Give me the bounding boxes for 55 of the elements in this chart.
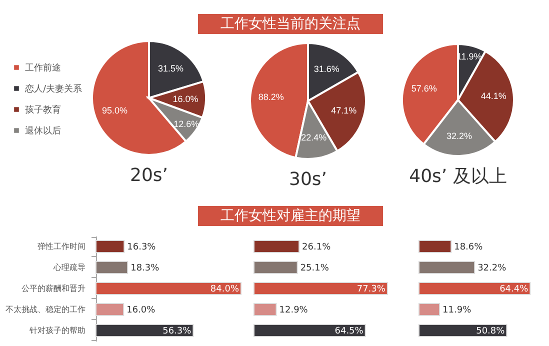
data-label: 26.1% [302,242,332,252]
data-label: 44.1% [480,91,506,102]
data-label: 56.3% [162,326,192,336]
chart-title: 工作女性对雇主的期望 [198,206,383,226]
data-label: 31.5% [158,64,184,74]
legend-label: 工作前途 [25,62,61,74]
data-label: 16.0% [172,94,198,104]
legend-label: 孩子教育 [25,104,61,116]
bar [254,240,300,253]
data-label: 12.9% [279,306,308,316]
bar [96,324,194,337]
data-label: 64.5% [334,326,364,336]
data-label: 32.2% [478,264,507,274]
bar [418,240,452,253]
bar [96,303,124,316]
data-label: 18.3% [130,264,160,274]
y-tick-label: 不太挑战、稳定的工作 [6,305,86,314]
bar [254,324,366,337]
bar [96,240,125,253]
data-label: 84.0% [210,284,240,294]
y-tick-label: 弹性工作时间 [38,242,86,251]
data-label: 50.8% [476,326,506,336]
data-label: 12.6% [174,119,200,130]
bar [254,261,298,274]
data-label: 95.0% [102,106,128,116]
y-tick-label: 心理疏导 [52,263,86,272]
y-tick-label: 公平的薪酬和晋升 [22,284,86,293]
text: 30s’ [288,169,328,190]
data-label: 25.1% [300,264,330,274]
chart-title: 工作女性当前的关注点 [198,14,383,34]
data-label: 16.0% [126,306,156,316]
data-label: 77.3% [356,284,386,294]
bar [418,261,476,274]
text: 20s’ [130,165,168,186]
data-label: 47.1% [331,106,357,116]
legend-label: 恋人/夫妻关系 [24,84,82,94]
text: 40s’ 及以上 [409,166,507,187]
data-label: 88.2% [258,92,284,102]
bar [254,303,277,316]
data-label: 11.9% [442,306,472,316]
data-label: 64.4% [500,284,529,294]
data-label: 22.4% [301,132,327,143]
bar [418,324,508,337]
data-label: 16.3% [127,242,156,252]
bar [418,282,531,295]
data-label: 18.6% [454,242,484,252]
bar [96,261,128,274]
bar [254,282,388,295]
data-label: 32.2% [446,130,472,141]
legend-label: 退休以后 [25,126,61,136]
bar [96,282,242,295]
y-tick-label: 针对孩子的帮助 [28,326,86,335]
data-label: 31.6% [314,64,340,74]
bar [418,303,440,316]
data-label: 57.6% [411,83,437,94]
